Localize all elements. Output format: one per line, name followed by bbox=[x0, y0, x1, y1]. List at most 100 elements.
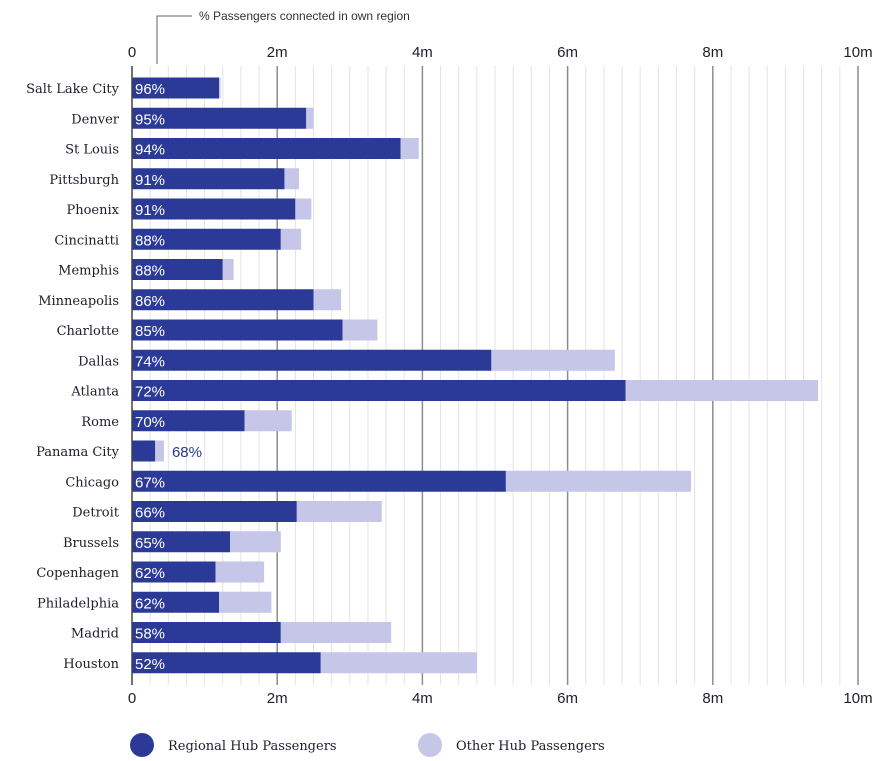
legend-label-other: Other Hub Passengers bbox=[456, 739, 605, 754]
bar-other bbox=[296, 501, 382, 522]
bar-regional bbox=[132, 470, 506, 492]
x-tick-label-bottom: 2m bbox=[267, 690, 288, 707]
bar-regional bbox=[132, 77, 220, 99]
bar-other bbox=[219, 591, 272, 613]
bar-other bbox=[342, 319, 378, 341]
legend: Regional Hub Passengers Other Hub Passen… bbox=[130, 733, 605, 757]
bar-regional bbox=[132, 501, 297, 522]
bar-regional bbox=[132, 380, 626, 401]
category-label: Detroit bbox=[72, 506, 120, 521]
category-label: Panama City bbox=[36, 445, 120, 460]
category-label: Brussels bbox=[63, 536, 119, 551]
bar-regional bbox=[132, 591, 220, 613]
bar-regional bbox=[132, 107, 307, 129]
percentage-label: 66% bbox=[135, 505, 165, 522]
bars: 96% 95% 94% 91% 91% 88% 88% 86% 85% 74% 72% 70% 68% 6… bbox=[132, 77, 819, 674]
x-tick-label-top: 8m bbox=[702, 44, 723, 61]
bar-regional bbox=[132, 138, 401, 159]
bar-regional bbox=[132, 259, 223, 280]
annotation: % Passengers connected in own region bbox=[156, 9, 410, 64]
x-tick-label-bottom: 6m bbox=[557, 690, 578, 707]
category-label: Phoenix bbox=[66, 203, 119, 218]
bar-other bbox=[313, 289, 342, 311]
bar-regional bbox=[132, 228, 281, 250]
legend-swatch-other bbox=[418, 733, 442, 757]
percentage-label: 91% bbox=[135, 172, 165, 189]
category-label: Charlotte bbox=[57, 324, 120, 339]
bar-other bbox=[505, 470, 692, 492]
bar-regional bbox=[132, 168, 285, 190]
category-label: Atlanta bbox=[70, 385, 119, 400]
percentage-label: 62% bbox=[135, 595, 165, 612]
percentage-label: 88% bbox=[135, 232, 165, 249]
bar-other bbox=[230, 531, 281, 553]
category-label: Minneapolis bbox=[38, 294, 119, 309]
percentage-label: 52% bbox=[135, 656, 165, 673]
category-label: Philadelphia bbox=[37, 596, 119, 611]
percentage-label: 62% bbox=[135, 565, 165, 582]
x-tick-label-bottom: 10m bbox=[843, 690, 872, 707]
bar-regional bbox=[132, 198, 296, 220]
x-tick-label-bottom: 8m bbox=[702, 690, 723, 707]
x-tick-label-bottom: 0 bbox=[128, 690, 136, 707]
x-tick-label-bottom: 4m bbox=[412, 690, 433, 707]
bar-other bbox=[306, 107, 314, 129]
bar-regional bbox=[132, 289, 314, 311]
annotation-leader-line bbox=[156, 15, 192, 64]
percentage-label: 91% bbox=[135, 202, 165, 219]
bar-other bbox=[284, 168, 299, 190]
bar-other bbox=[219, 77, 221, 99]
category-label: St Louis bbox=[65, 143, 119, 158]
percentage-label: 70% bbox=[135, 414, 165, 431]
category-labels: Salt Lake City Denver St Louis Pittsburgh Ph… bbox=[26, 82, 120, 672]
bar-regional bbox=[132, 531, 231, 553]
category-label: Memphis bbox=[58, 264, 119, 279]
category-label: Rome bbox=[81, 415, 119, 430]
bar-regional bbox=[132, 622, 281, 643]
bar-other bbox=[222, 259, 234, 280]
percentage-label: 68% bbox=[172, 444, 202, 461]
bar-other bbox=[295, 198, 312, 220]
x-tick-label-top: 4m bbox=[412, 44, 433, 61]
axes: 0 0 2m 2m 4m 4m 6m 6m 8m 8m 10m 10m bbox=[128, 44, 873, 707]
percentage-label: 72% bbox=[135, 384, 165, 401]
x-tick-label-top: 6m bbox=[557, 44, 578, 61]
bar-other bbox=[625, 380, 819, 401]
category-label: Pittsburgh bbox=[49, 173, 119, 188]
bar-regional bbox=[132, 349, 492, 371]
percentage-label: 58% bbox=[135, 626, 165, 643]
category-label: Dallas bbox=[78, 354, 119, 369]
bar-other bbox=[155, 440, 164, 462]
bar-regional bbox=[132, 319, 343, 341]
x-tick-label-top: 2m bbox=[267, 44, 288, 61]
category-label: Madrid bbox=[71, 627, 119, 642]
percentage-label: 85% bbox=[135, 323, 165, 340]
percentage-label: 74% bbox=[135, 353, 165, 370]
percentage-label: 95% bbox=[135, 111, 165, 128]
category-label: Copenhagen bbox=[36, 566, 119, 581]
bar-other bbox=[244, 410, 292, 432]
percentage-label: 94% bbox=[135, 142, 165, 159]
category-label: Houston bbox=[63, 657, 119, 672]
bar-regional bbox=[132, 652, 321, 674]
percentage-label: 88% bbox=[135, 263, 165, 280]
x-tick-label-top: 10m bbox=[843, 44, 872, 61]
bar-regional bbox=[132, 410, 245, 432]
bar-other bbox=[491, 349, 615, 371]
percentage-label: 86% bbox=[135, 293, 165, 310]
bar-other bbox=[215, 561, 265, 583]
percentage-label: 67% bbox=[135, 474, 165, 491]
bar-other bbox=[280, 622, 392, 643]
bar-other bbox=[400, 138, 419, 159]
bar-regional bbox=[132, 561, 216, 583]
annotation-text: % Passengers connected in own region bbox=[199, 9, 410, 23]
category-label: Chicago bbox=[65, 475, 119, 490]
bar-other bbox=[320, 652, 477, 674]
category-label: Cincinatti bbox=[54, 233, 119, 248]
legend-label-regional: Regional Hub Passengers bbox=[168, 739, 337, 754]
x-tick-label-top: 0 bbox=[128, 44, 136, 61]
bar-regional bbox=[132, 440, 156, 462]
legend-swatch-regional bbox=[130, 733, 154, 757]
percentage-label: 65% bbox=[135, 535, 165, 552]
